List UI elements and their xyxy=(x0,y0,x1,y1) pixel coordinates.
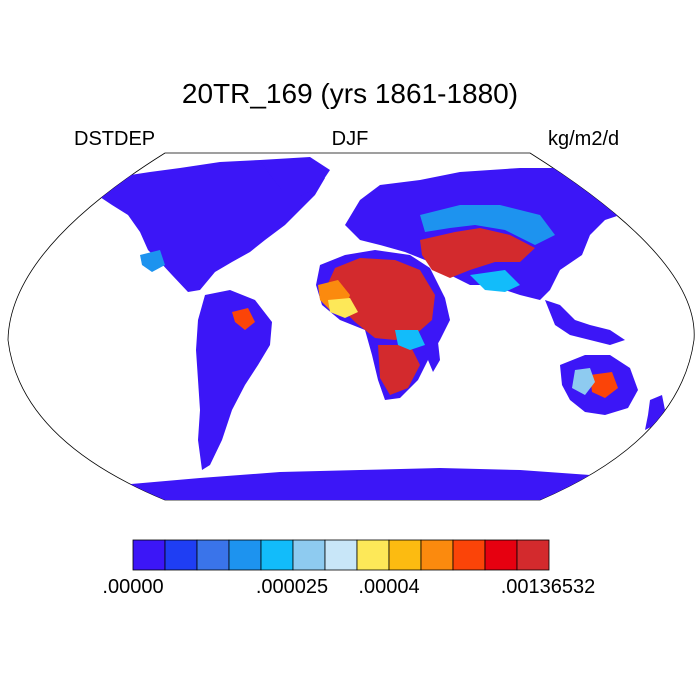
colorbar-swatch xyxy=(292,539,326,571)
colorbar-swatch xyxy=(164,539,198,571)
central-asia-moderate xyxy=(420,205,555,245)
madagascar-landmass xyxy=(428,342,440,372)
colorbar-swatch xyxy=(356,539,390,571)
colorbar-swatch xyxy=(260,539,294,571)
plot-title: 20TR_169 (yrs 1861-1880) xyxy=(181,78,519,109)
colorbar-swatch xyxy=(228,539,262,571)
season-label: DJF xyxy=(331,128,369,150)
colorbar-swatch xyxy=(452,539,486,571)
new-zealand-landmass xyxy=(645,395,665,430)
greenland-landmass xyxy=(260,157,330,196)
colorbar-swatch xyxy=(196,539,230,571)
sahara-dust-high xyxy=(325,258,435,340)
andes-dust xyxy=(232,308,255,330)
australia-moderate xyxy=(572,368,595,395)
southeast-asia-islands xyxy=(545,300,625,345)
colorbar-swatch xyxy=(388,539,422,571)
colorbar-tick-label-2: .00004 xyxy=(358,576,420,598)
colorbar-swatch xyxy=(132,539,166,571)
australia-dust xyxy=(590,372,618,398)
great-plains-moderate xyxy=(140,250,165,272)
colorbar xyxy=(132,539,550,571)
colorbar-swatch xyxy=(516,539,550,571)
units-label: kg/m2/d xyxy=(548,128,620,150)
south-america-landmass xyxy=(196,290,272,470)
north-america-landmass xyxy=(97,160,325,292)
colorbar-swatch xyxy=(420,539,454,571)
southern-africa-moderate xyxy=(395,330,425,350)
antarctica-landmass xyxy=(120,468,620,500)
colorbar-tick-label-1: .000025 xyxy=(255,576,329,598)
colorbar-tick-label-0: .00000 xyxy=(102,576,164,598)
variable-label: DSTDEP xyxy=(74,128,156,150)
colorbar-swatch xyxy=(484,539,518,571)
colorbar-tick-label-3: .00136532 xyxy=(500,576,596,598)
colorbar-swatch xyxy=(324,539,358,571)
middle-east-dust xyxy=(420,228,535,278)
southern-africa-dust xyxy=(378,345,420,395)
land-group xyxy=(97,157,665,500)
india-moderate xyxy=(470,270,520,292)
sahel-yellow xyxy=(328,298,358,318)
